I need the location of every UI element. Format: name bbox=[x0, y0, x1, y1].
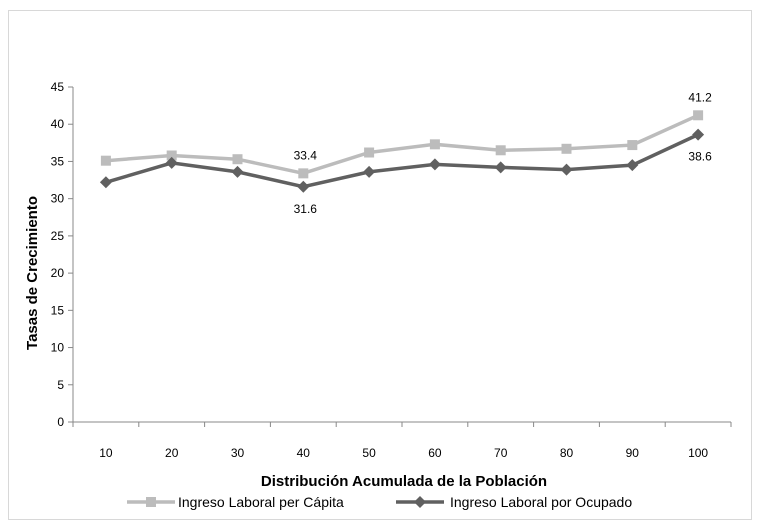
x-tick-label: 20 bbox=[165, 446, 179, 460]
legend: Ingreso Laboral per Cápita Ingreso Labora… bbox=[127, 494, 632, 510]
data-point bbox=[297, 180, 310, 193]
x-tick-label: 100 bbox=[688, 446, 708, 460]
x-tick-label: 90 bbox=[626, 446, 640, 460]
y-tick-label: 20 bbox=[51, 266, 65, 280]
labels-layer: 33.4 41.2 31.6 38.6 bbox=[294, 90, 712, 215]
chart-frame bbox=[8, 10, 752, 520]
series-2 bbox=[99, 128, 705, 193]
y-tick-label: 0 bbox=[57, 415, 64, 429]
data-label: 33.4 bbox=[294, 148, 318, 162]
data-point bbox=[165, 156, 178, 169]
data-point bbox=[231, 165, 244, 178]
series-line bbox=[105, 113, 699, 176]
data-point bbox=[166, 150, 177, 161]
legend-label: Ingreso Laboral por Ocupado bbox=[450, 494, 632, 510]
series-layer bbox=[99, 110, 705, 193]
x-axis-label: Distribución Acumulada de la Población bbox=[261, 473, 547, 490]
data-label: 31.6 bbox=[294, 202, 318, 216]
data-point bbox=[429, 139, 440, 150]
data-point bbox=[364, 147, 375, 158]
data-point bbox=[560, 163, 573, 176]
y-tick-label: 40 bbox=[51, 117, 65, 131]
y-tick-label: 5 bbox=[57, 378, 64, 392]
data-point bbox=[298, 168, 309, 179]
data-point bbox=[100, 155, 111, 166]
legend-item-1: Ingreso Laboral per Cápita bbox=[127, 494, 344, 510]
data-label: 38.6 bbox=[688, 150, 712, 164]
data-point bbox=[627, 140, 638, 151]
y-tick-label: 30 bbox=[51, 192, 65, 206]
data-point bbox=[494, 161, 507, 174]
y-tick-label: 10 bbox=[51, 341, 65, 355]
series-1 bbox=[100, 110, 704, 179]
data-point bbox=[626, 159, 639, 172]
legend-item-2: Ingreso Laboral por Ocupado bbox=[396, 494, 632, 510]
data-label: 41.2 bbox=[688, 90, 712, 104]
y-tick-label: 15 bbox=[51, 303, 65, 317]
x-tick-label: 80 bbox=[560, 446, 574, 460]
y-axis-label: Tasas de Crecimiento bbox=[24, 196, 41, 350]
series-line bbox=[105, 133, 699, 189]
legend-marker bbox=[146, 497, 156, 507]
y-tick-label: 45 bbox=[51, 80, 65, 94]
x-tick-label: 10 bbox=[99, 446, 113, 460]
x-tick-label: 40 bbox=[297, 446, 311, 460]
data-point bbox=[692, 128, 705, 141]
data-point bbox=[428, 158, 441, 171]
y-tick-label: 35 bbox=[51, 154, 65, 168]
legend-label: Ingreso Laboral per Cápita bbox=[178, 494, 344, 510]
data-point bbox=[232, 154, 243, 165]
axes: 0 5 10 15 20 25 30 35 40 45 10 20 30 40 50 60 70 80 90 100 bbox=[51, 80, 732, 460]
x-tick-label: 50 bbox=[362, 446, 376, 460]
x-tick-label: 60 bbox=[428, 446, 442, 460]
data-point bbox=[99, 176, 112, 189]
data-point bbox=[495, 145, 506, 156]
data-point bbox=[363, 165, 376, 178]
x-tick-label: 70 bbox=[494, 446, 508, 460]
legend-marker bbox=[414, 496, 426, 508]
data-point bbox=[693, 110, 704, 121]
data-point bbox=[561, 143, 572, 154]
x-tick-label: 30 bbox=[231, 446, 245, 460]
y-tick-label: 25 bbox=[51, 229, 65, 243]
